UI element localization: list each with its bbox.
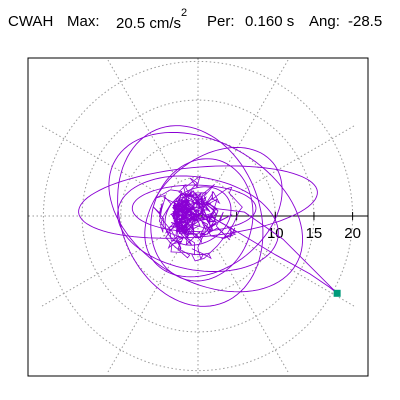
station-code: CWAH bbox=[8, 13, 54, 30]
max-value-text: 20.5 cm/s bbox=[116, 15, 182, 32]
max-point-marker bbox=[333, 289, 341, 297]
max-exponent: 2 bbox=[181, 7, 188, 19]
orbit-loop-5 bbox=[131, 184, 257, 232]
orbit-loop-7 bbox=[164, 186, 232, 246]
grid-spoke-30 bbox=[231, 125, 355, 198]
grid-spoke-300 bbox=[216, 249, 289, 373]
orbit-tail-return bbox=[213, 207, 338, 294]
grid-spoke-120 bbox=[107, 59, 180, 183]
chart-header: CWAH Max: 20.5 cm/s2 Per: 0.160 s Ang: -… bbox=[0, 7, 400, 39]
orbit-loop-3 bbox=[117, 175, 279, 272]
max-value: 20.5 cm/s2 bbox=[116, 7, 187, 32]
grid-spoke-240 bbox=[107, 249, 180, 373]
radial-tick-labels: 10 15 20 bbox=[267, 225, 361, 242]
orbit-trace bbox=[78, 125, 338, 307]
ang-value: -28.5 bbox=[348, 13, 383, 30]
tick-label-15: 15 bbox=[306, 225, 323, 242]
tick-label-20: 20 bbox=[344, 225, 361, 242]
orbit-loop-1 bbox=[108, 131, 304, 293]
orbit-loop-4 bbox=[144, 146, 283, 278]
orbit-loop-2 bbox=[117, 125, 264, 307]
orbit-loop-0 bbox=[78, 165, 318, 239]
ang-label: Ang: bbox=[309, 13, 340, 30]
per-label: Per: bbox=[207, 13, 235, 30]
per-value: 0.160 s bbox=[245, 13, 295, 30]
max-label: Max: bbox=[67, 13, 100, 30]
orbit-mid bbox=[152, 175, 243, 262]
